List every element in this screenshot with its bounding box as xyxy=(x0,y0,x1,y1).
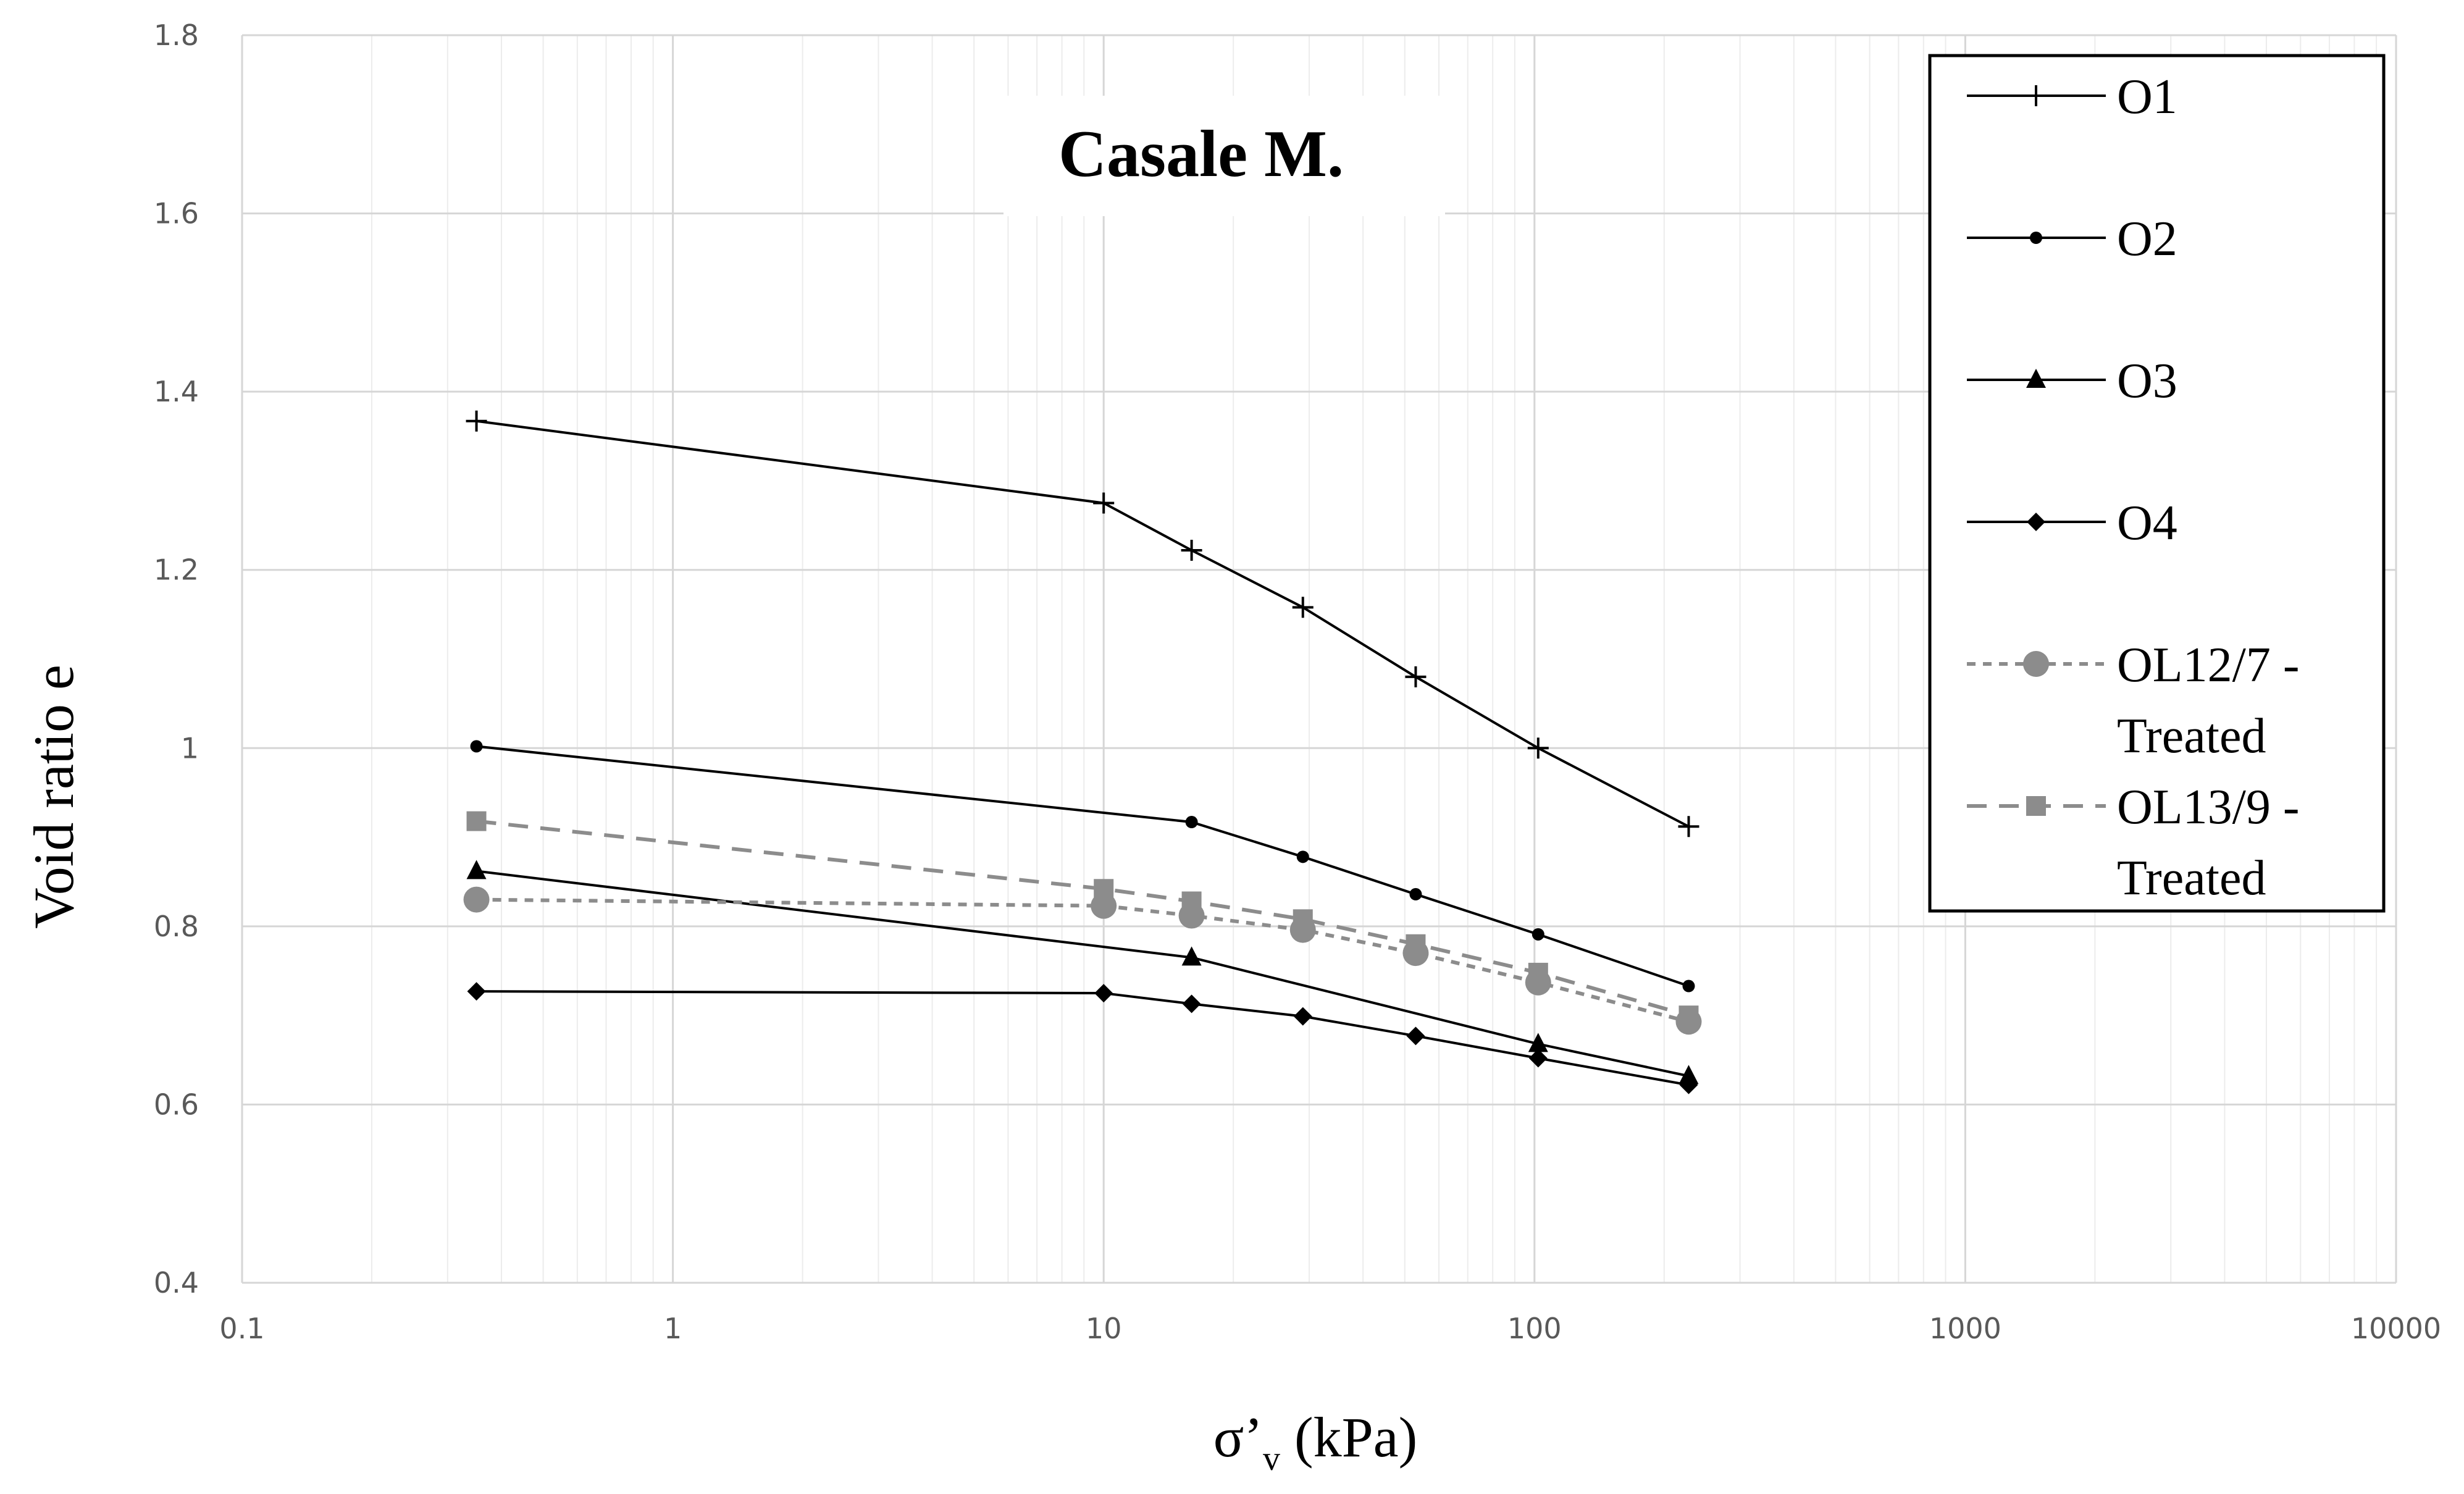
legend-label-line: Treated xyxy=(2117,851,2266,905)
y-tick-labels: 0.4 0.6 0.8 1 1.2 1.4 1.6 1.8 xyxy=(154,19,199,1299)
y-axis-title: Void ratio e xyxy=(22,665,85,929)
y-tick-label: 0.4 xyxy=(154,1266,199,1299)
data-point-circle xyxy=(2023,651,2049,677)
series-line xyxy=(476,870,1689,1078)
data-point-circle xyxy=(2030,232,2042,244)
series-o3 xyxy=(466,860,1699,1085)
legend-label: O4 xyxy=(2117,496,2177,550)
x-tick-labels: 0.1 1 10 100 1000 10000 xyxy=(219,1312,2441,1345)
data-point-square xyxy=(1406,934,1426,954)
x-axis-title-subscript: v xyxy=(1263,1440,1280,1478)
data-point-diamond xyxy=(1528,1049,1548,1068)
legend-label: OL13/9 - Treated xyxy=(2117,780,2300,905)
series-ol13-9-treated xyxy=(466,811,1699,1026)
data-point-diamond xyxy=(1406,1026,1425,1046)
data-point-plus xyxy=(1181,539,1202,561)
series-o2 xyxy=(470,740,1695,993)
data-point-diamond xyxy=(1182,994,1201,1013)
legend-label: O2 xyxy=(2117,212,2177,266)
y-tick-label: 0.6 xyxy=(154,1088,199,1121)
data-point-plus xyxy=(1093,492,1115,514)
x-tick-label: 0.1 xyxy=(219,1312,264,1345)
data-point-circle xyxy=(463,886,490,913)
legend-label-line: Treated xyxy=(2117,709,2266,763)
data-point-plus xyxy=(2026,85,2047,106)
data-point-plus xyxy=(1405,666,1427,687)
legend-label: O3 xyxy=(2117,354,2177,408)
legend-label-line: O2 xyxy=(2117,212,2177,266)
series-line xyxy=(476,745,1690,988)
legend-entry: OL13/9 - Treated xyxy=(1967,780,2300,905)
legend-label: OL12/7 - Treated xyxy=(2117,638,2300,763)
x-axis-title: σ’v (kPa) xyxy=(1213,1406,1418,1478)
legend-entry: O2 xyxy=(1967,212,2177,266)
data-point-circle xyxy=(470,740,483,753)
series-o1 xyxy=(466,410,1699,837)
data-point-square xyxy=(1293,909,1313,930)
legend-entry: O1 xyxy=(1967,70,2177,124)
x-axis-title-main: σ’ xyxy=(1213,1406,1263,1469)
legend-label-line: O4 xyxy=(2117,496,2177,550)
minor-gridlines xyxy=(371,35,2378,1283)
x-tick-label: 10 xyxy=(1086,1312,1122,1345)
data-point-plus xyxy=(1527,737,1549,759)
x-axis-title-unit: (kPa) xyxy=(1280,1406,1417,1469)
data-point-circle xyxy=(1185,816,1198,829)
y-tick-label: 0.8 xyxy=(154,910,199,943)
series-layer xyxy=(463,410,1702,1094)
y-tick-label: 1.6 xyxy=(154,197,199,230)
legend-box xyxy=(1928,54,2386,913)
data-point-triangle xyxy=(466,860,487,879)
legend: O1 O2 O3 O4 OL12/7 - Treated OL13/9 - Treated xyxy=(1967,70,2300,905)
legend-label-line: O1 xyxy=(2117,70,2177,124)
data-point-triangle xyxy=(1181,946,1202,966)
y-tick-label: 1.4 xyxy=(154,375,199,408)
legend-label-line: OL13/9 - xyxy=(2117,780,2300,834)
chart-title-background xyxy=(1004,96,1445,216)
data-point-circle xyxy=(1409,888,1422,900)
data-point-square xyxy=(2026,796,2046,816)
data-point-diamond xyxy=(467,982,486,1001)
data-point-diamond xyxy=(2027,513,2045,531)
data-point-triangle xyxy=(2026,369,2046,388)
data-point-plus xyxy=(1678,816,1699,837)
series-o4 xyxy=(467,982,1698,1094)
data-point-circle xyxy=(1682,980,1695,993)
data-point-circle xyxy=(1091,892,1117,919)
data-point-square xyxy=(1181,891,1202,912)
legend-label: O1 xyxy=(2117,70,2177,124)
data-point-plus xyxy=(466,410,487,432)
data-point-square xyxy=(1094,879,1114,899)
legend-entry: OL12/7 - Treated xyxy=(1967,638,2300,763)
legend-entry: O3 xyxy=(1967,354,2177,408)
data-point-square xyxy=(466,811,487,831)
data-point-diamond xyxy=(1293,1007,1312,1026)
legend-entry: O4 xyxy=(1967,496,2177,550)
legend-label-line: OL12/7 - xyxy=(2117,638,2300,692)
data-point-circle xyxy=(1532,928,1544,941)
x-tick-label: 1000 xyxy=(1929,1312,2001,1345)
data-point-square xyxy=(1678,1005,1699,1026)
y-tick-label: 1 xyxy=(181,731,199,765)
legend-label-line: O3 xyxy=(2117,354,2177,408)
x-tick-label: 100 xyxy=(1507,1312,1562,1345)
y-tick-label: 1.8 xyxy=(154,19,199,52)
data-point-triangle xyxy=(1528,1033,1548,1052)
data-point-plus xyxy=(1292,597,1314,618)
data-point-diamond xyxy=(1679,1075,1698,1094)
y-tick-label: 1.2 xyxy=(154,553,199,587)
x-tick-label: 10000 xyxy=(2351,1312,2441,1345)
data-point-square xyxy=(1528,962,1548,983)
data-point-diamond xyxy=(1094,984,1113,1003)
data-point-circle xyxy=(1296,850,1309,863)
chart-title: Casale M. xyxy=(1058,117,1344,191)
data-point-triangle xyxy=(1678,1065,1699,1085)
x-tick-label: 1 xyxy=(664,1312,682,1345)
